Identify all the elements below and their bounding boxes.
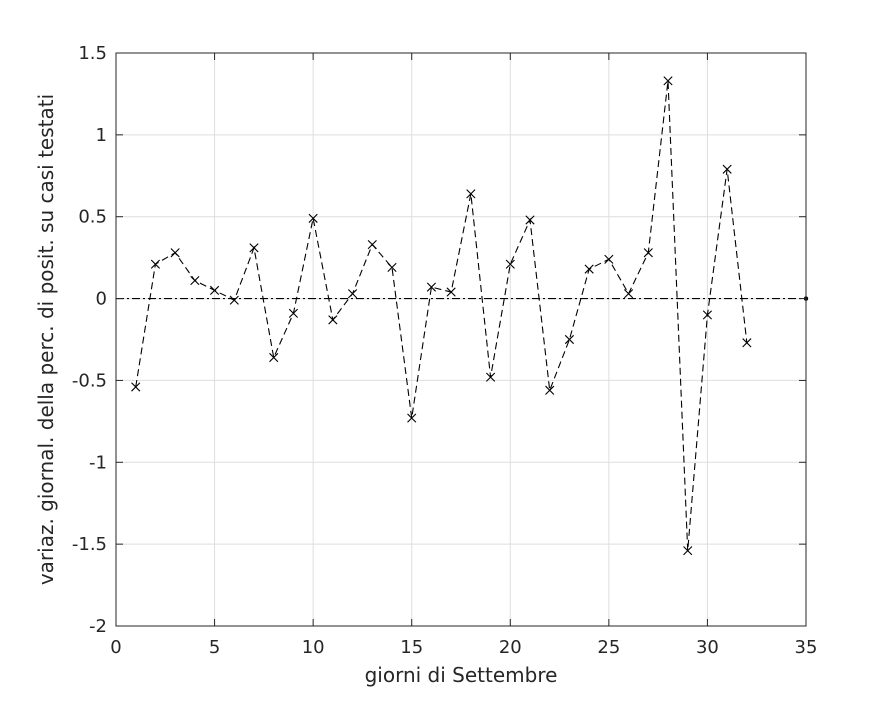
ticks: 0 5 10 15 20 25 30 35 -2 -1.5 -1 -0.5 0 0.5 1 1.5	[72, 43, 818, 658]
data-point-marker	[643, 248, 653, 258]
x-tick-label: 0	[110, 637, 121, 658]
x-tick-label: 10	[302, 637, 325, 658]
data-point-marker	[209, 285, 220, 295]
data-point-marker	[347, 289, 358, 299]
data-point-marker	[446, 287, 456, 297]
y-tick-label: 1	[96, 125, 107, 146]
data-point-marker	[466, 189, 476, 199]
x-tick-label: 20	[499, 637, 522, 658]
y-axis-label: variaz. giornal. della perc. di posit. s…	[34, 94, 58, 585]
data-point-marker	[722, 164, 732, 174]
data-point-marker	[505, 259, 515, 269]
data-point-marker	[229, 295, 239, 305]
plot-frame	[115, 52, 807, 627]
plot-area	[116, 53, 806, 626]
data-point-marker	[584, 264, 594, 274]
x-axis-label: giorni di Settembre	[365, 663, 558, 687]
y-tick-label: -1.5	[72, 534, 107, 555]
data-point-marker	[328, 315, 338, 325]
data-point-marker	[545, 385, 555, 395]
data-point-marker	[249, 243, 259, 253]
series-line	[135, 80, 748, 551]
data-point-marker	[702, 310, 713, 320]
y-tick-label: -1	[89, 452, 107, 473]
data-point-marker	[742, 338, 752, 348]
data-point-marker	[407, 413, 417, 423]
data-point-marker	[663, 76, 673, 86]
data-point-marker	[269, 352, 279, 363]
y-tick-label: -2	[89, 616, 107, 637]
y-tick-label: 0.5	[78, 207, 107, 228]
x-tick-label: 25	[597, 637, 620, 658]
data-point-marker	[288, 308, 299, 318]
data-point-marker	[131, 382, 141, 392]
x-tick-label: 30	[696, 637, 719, 658]
data-point-marker	[387, 262, 397, 273]
data-point-marker	[190, 275, 200, 286]
series-layer	[131, 76, 752, 556]
x-tick-label: 35	[795, 637, 818, 658]
data-point-marker	[525, 215, 535, 225]
data-point-marker	[623, 289, 634, 299]
data-point-marker	[308, 213, 318, 223]
y-tick-label: -0.5	[72, 370, 107, 391]
y-tick-label: 0	[96, 289, 107, 310]
data-point-marker	[564, 334, 575, 345]
data-point-marker	[367, 239, 377, 250]
data-point-marker	[485, 372, 496, 382]
data-point-marker	[604, 254, 614, 264]
y-tick-label: 1.5	[78, 43, 107, 64]
x-tick-label: 15	[400, 637, 423, 658]
data-point-marker	[683, 546, 693, 556]
x-tick-label: 5	[209, 637, 220, 658]
data-point-marker	[150, 259, 161, 269]
data-point-marker	[426, 282, 437, 292]
data-point-marker	[170, 248, 180, 258]
